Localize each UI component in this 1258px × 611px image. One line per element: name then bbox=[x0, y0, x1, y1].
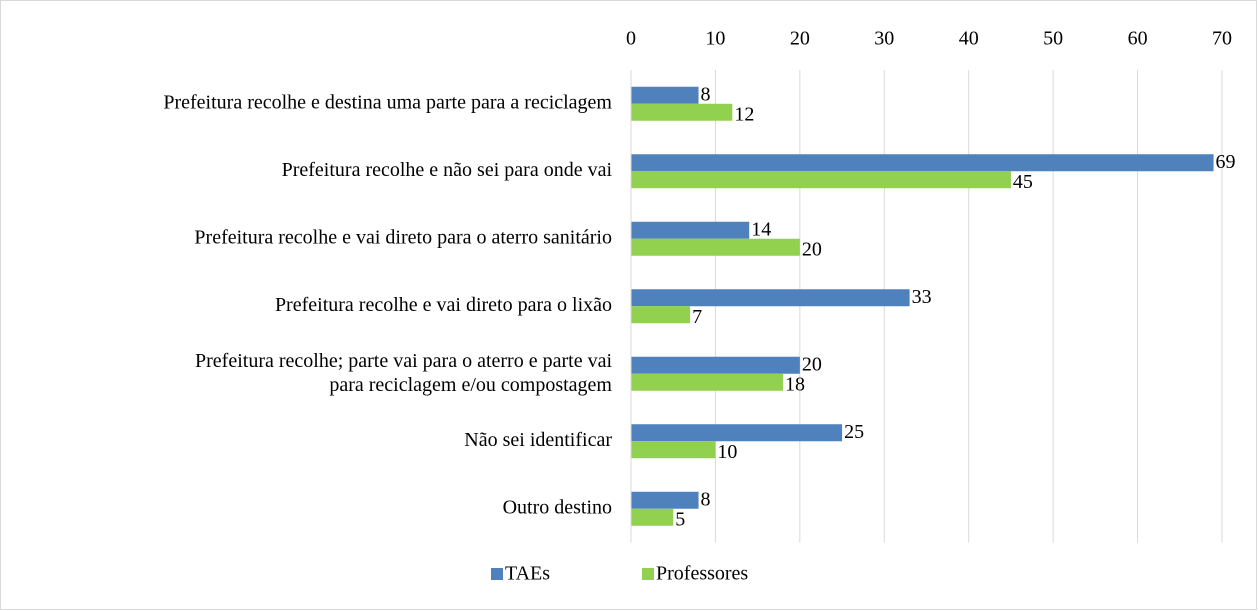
bar bbox=[631, 356, 800, 374]
bar bbox=[631, 424, 843, 442]
y-tick-label: Prefeitura recolhe e não sei para onde v… bbox=[282, 159, 613, 181]
y-tick-label: Prefeitura recolhe e vai direto para o l… bbox=[275, 294, 612, 316]
data-label: 12 bbox=[734, 103, 754, 125]
data-label: 14 bbox=[751, 218, 771, 240]
y-tick-label: Prefeitura recolhe e vai direto para o a… bbox=[194, 226, 612, 248]
bar bbox=[631, 441, 716, 459]
data-label: 25 bbox=[844, 421, 864, 443]
x-tick-label: 40 bbox=[959, 28, 979, 50]
x-tick-label: 70 bbox=[1212, 28, 1232, 50]
y-tick-label: Prefeitura recolhe; parte vai para o ate… bbox=[195, 349, 612, 395]
data-label: 33 bbox=[912, 286, 932, 308]
bar bbox=[631, 491, 699, 509]
bar bbox=[631, 289, 910, 307]
data-label: 20 bbox=[802, 238, 822, 260]
data-label: 8 bbox=[701, 83, 711, 105]
legend-swatch bbox=[642, 568, 654, 580]
y-tick-label: Outro destino bbox=[503, 496, 612, 518]
bar bbox=[631, 221, 750, 239]
legend-label: TAEs bbox=[505, 563, 550, 585]
bar bbox=[631, 306, 691, 324]
bar bbox=[631, 86, 699, 104]
data-label: 45 bbox=[1013, 171, 1033, 193]
data-label: 69 bbox=[1216, 151, 1236, 173]
y-tick-label: Não sei identificar bbox=[464, 429, 612, 451]
x-tick-label: 10 bbox=[705, 28, 725, 50]
x-tick-label: 50 bbox=[1043, 28, 1063, 50]
data-label: 8 bbox=[701, 488, 711, 510]
y-tick-label: Prefeitura recolhe e destina uma parte p… bbox=[163, 91, 612, 113]
data-label: 7 bbox=[692, 306, 702, 328]
data-label: 10 bbox=[717, 441, 737, 463]
x-tick-label: 30 bbox=[874, 28, 894, 50]
legend-label: Professores bbox=[656, 563, 748, 585]
x-tick-label: 60 bbox=[1128, 28, 1148, 50]
bar bbox=[631, 373, 783, 391]
bar bbox=[631, 103, 733, 121]
data-label: 20 bbox=[802, 353, 822, 375]
data-label: 5 bbox=[675, 508, 685, 530]
bar bbox=[631, 154, 1214, 172]
legend-swatch bbox=[491, 568, 503, 580]
bar bbox=[631, 508, 674, 526]
bar bbox=[631, 238, 800, 256]
x-tick-label: 20 bbox=[790, 28, 810, 50]
bar bbox=[631, 171, 1011, 189]
data-label: 18 bbox=[785, 373, 805, 395]
x-tick-label: 0 bbox=[626, 28, 636, 50]
